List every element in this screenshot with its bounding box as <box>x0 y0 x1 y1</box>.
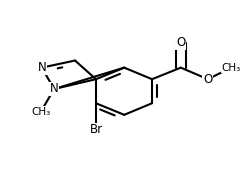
Text: CH₃: CH₃ <box>31 107 50 117</box>
Text: Br: Br <box>89 123 103 137</box>
Text: N: N <box>37 61 46 74</box>
Text: N: N <box>50 82 59 96</box>
Text: CH₃: CH₃ <box>222 63 241 73</box>
Text: O: O <box>203 73 213 86</box>
Text: O: O <box>176 36 185 49</box>
